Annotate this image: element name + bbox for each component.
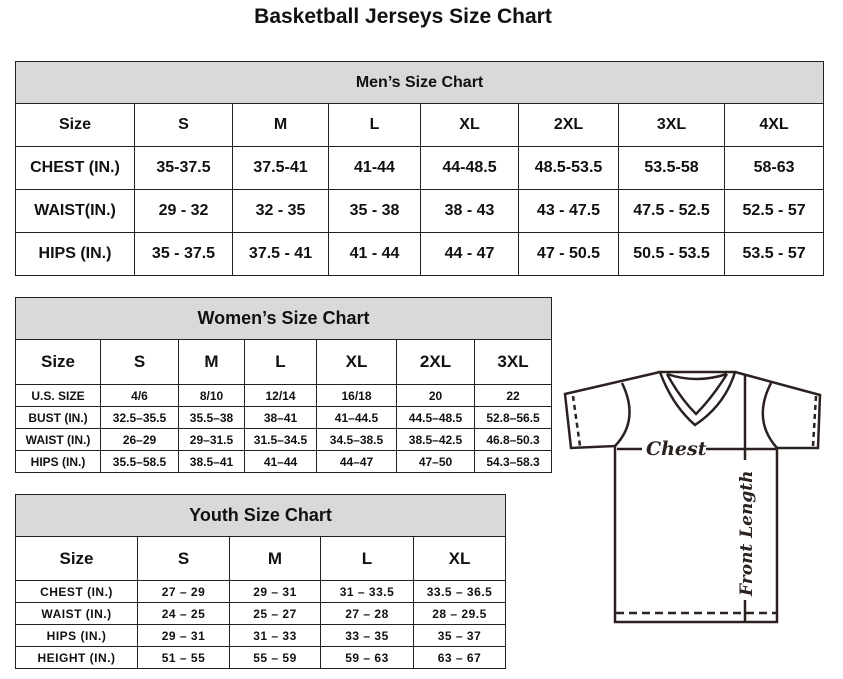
row-label: HEIGHT (IN.) <box>15 646 138 669</box>
cell: 22 <box>473 384 553 407</box>
table-row: HIPS (IN.) 35 - 37.5 37.5 - 41 41 - 44 44 - … <box>15 232 825 276</box>
womens-size-table: Women’s Size Chart Size S M L XL 2XL 3XL U.S. S… <box>14 297 553 473</box>
cell: L <box>320 536 414 581</box>
cell: 3XL <box>473 339 553 385</box>
right-sleeve-hem <box>811 395 818 447</box>
cell: 33.5 – 36.5 <box>412 580 507 603</box>
cell: 35-37.5 <box>134 146 233 190</box>
cell: L <box>328 103 421 147</box>
row-label: BUST (IN.) <box>15 406 101 429</box>
chest-label: Chest <box>646 438 707 460</box>
row-label: CHEST (IN.) <box>15 146 135 190</box>
table-row: U.S. SIZE 4/6 8/10 12/14 16/18 20 22 <box>15 384 553 407</box>
table-row: CHEST (IN.) 27 – 29 29 – 31 31 – 33.5 33.5 –… <box>15 580 507 603</box>
cell: 44 - 47 <box>420 232 519 276</box>
cell: 48.5-53.5 <box>518 146 619 190</box>
cell: 53.5 - 57 <box>723 232 825 276</box>
right-armhole <box>761 382 778 449</box>
page-title: Basketball Jerseys Size Chart <box>254 5 552 28</box>
row-label: HIPS (IN.) <box>15 450 101 473</box>
cell: 50.5 - 53.5 <box>618 232 725 276</box>
cell: 52.8–56.5 <box>473 406 553 429</box>
cell: 31 – 33.5 <box>320 580 414 603</box>
collar-inner <box>665 373 729 416</box>
cell: 35.5–58.5 <box>100 450 179 473</box>
cell: 28 – 29.5 <box>412 602 507 625</box>
cell: 37.5-41 <box>232 146 329 190</box>
cell: 4XL <box>723 103 825 147</box>
cell: 58-63 <box>723 146 825 190</box>
cell: 12/14 <box>244 384 317 407</box>
row-label: Size <box>15 536 138 581</box>
left-armhole <box>614 382 631 447</box>
header-row: Size S M L XL <box>15 536 507 581</box>
cell: 37.5 - 41 <box>232 232 329 276</box>
cell: 25 – 27 <box>229 602 321 625</box>
cell: 41–44.5 <box>316 406 397 429</box>
cell: 27 – 29 <box>137 580 230 603</box>
table-row: WAIST (IN.) 26–29 29–31.5 31.5–34.5 34.5–38.… <box>15 428 553 451</box>
cell: 31.5–34.5 <box>244 428 317 451</box>
cell: 34.5–38.5 <box>316 428 397 451</box>
cell: 47–50 <box>396 450 475 473</box>
row-label: WAIST(IN.) <box>15 189 135 233</box>
cell: M <box>229 536 321 581</box>
collar-outer <box>658 370 737 427</box>
cell: L <box>244 339 317 385</box>
cell: 54.3–58.3 <box>473 450 553 473</box>
row-label: CHEST (IN.) <box>15 580 138 603</box>
table-row: WAIST (IN.) 24 – 25 25 – 27 27 – 28 28 – 29.… <box>15 602 507 625</box>
table-title: Women’s Size Chart <box>14 297 553 340</box>
table-row: HIPS (IN.) 35.5–58.5 38.5–41 41–44 44–47 47–5… <box>15 450 553 473</box>
cell: 55 – 59 <box>229 646 321 669</box>
cell: 63 – 67 <box>412 646 507 669</box>
table-title: Youth Size Chart <box>14 494 507 537</box>
jersey-outline <box>563 370 822 624</box>
front-length-label: Front Length <box>737 471 757 597</box>
left-sleeve-hem <box>571 395 582 447</box>
cell: 53.5-58 <box>618 146 725 190</box>
youth-size-table: Youth Size Chart Size S M L XL CHEST (IN.) 27 … <box>14 494 507 669</box>
cell: 44-48.5 <box>420 146 519 190</box>
table-row: HEIGHT (IN.) 51 – 55 55 – 59 59 – 63 63 – 67 <box>15 646 507 669</box>
cell: 32 - 35 <box>232 189 329 233</box>
cell: 29–31.5 <box>178 428 245 451</box>
cell: 52.5 - 57 <box>723 189 825 233</box>
cell: 51 – 55 <box>137 646 230 669</box>
table-row: HIPS (IN.) 29 – 31 31 – 33 33 – 35 35 – 37 <box>15 624 507 647</box>
row-label: WAIST (IN.) <box>15 428 101 451</box>
cell: 35 – 37 <box>412 624 507 647</box>
cell: XL <box>420 103 519 147</box>
cell: 29 – 31 <box>137 624 230 647</box>
cell: 38 - 43 <box>420 189 519 233</box>
cell: 41 - 44 <box>328 232 421 276</box>
cell: 2XL <box>396 339 475 385</box>
table-title: Men’s Size Chart <box>14 61 825 104</box>
cell: 41–44 <box>244 450 317 473</box>
row-label: Size <box>15 339 101 385</box>
cell: 16/18 <box>316 384 397 407</box>
table-row: CHEST (IN.) 35-37.5 37.5-41 41-44 44-48.5 48.… <box>15 146 825 190</box>
cell: 29 - 32 <box>134 189 233 233</box>
row-label: HIPS (IN.) <box>15 232 135 276</box>
mens-size-table: Men’s Size Chart Size S M L XL 2XL 3XL 4XL CHEST… <box>14 61 825 276</box>
collar-back <box>666 372 728 381</box>
cell: 32.5–35.5 <box>100 406 179 429</box>
cell: 47 - 50.5 <box>518 232 619 276</box>
cell: 35 - 37.5 <box>134 232 233 276</box>
table-row: WAIST(IN.) 29 - 32 32 - 35 35 - 38 38 - 43 43… <box>15 189 825 233</box>
table-row: BUST (IN.) 32.5–35.5 35.5–38 38–41 41–44.5 44… <box>15 406 553 429</box>
cell: 8/10 <box>178 384 245 407</box>
cell: XL <box>316 339 397 385</box>
row-label: U.S. SIZE <box>15 384 101 407</box>
